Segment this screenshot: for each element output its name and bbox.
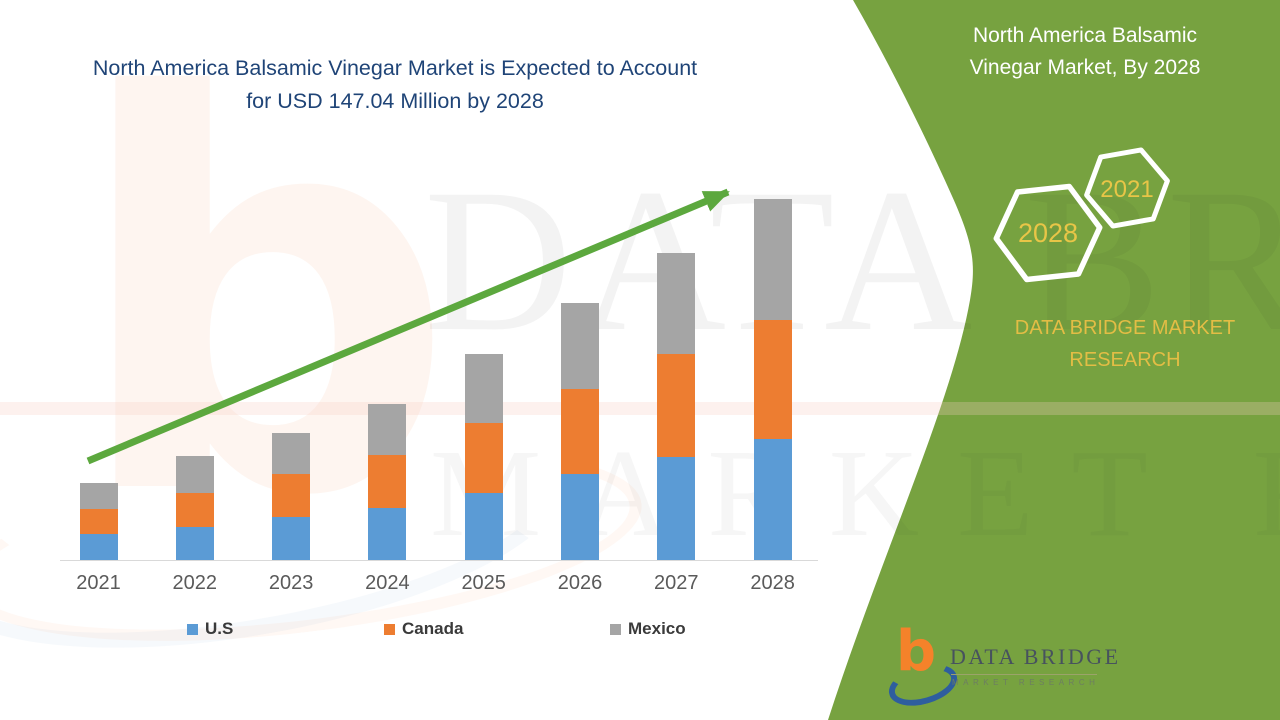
legend-swatch-mexico <box>610 623 621 635</box>
logo-divider <box>951 674 1097 675</box>
hexagon-badges: 2028 2021 <box>993 147 1170 283</box>
bar-segment-canada-2028 <box>753 319 792 439</box>
hexagon-2021-label: 2021 <box>1100 176 1153 203</box>
logo-tagline: MARKET RESEARCH <box>952 678 1100 687</box>
bar-segment-mexico-2026 <box>561 303 599 390</box>
legend-swatch-us <box>187 623 198 635</box>
dbmr-logo: b DATA BRIDGE MARKET RESEARCH <box>884 624 1148 713</box>
x-axis-label-2025: 2025 <box>461 572 506 594</box>
legend-item-mexico: Mexico <box>610 619 686 639</box>
logo-name: DATA BRIDGE <box>950 644 1121 669</box>
logo-b-icon: b <box>896 619 937 684</box>
bar-segment-mexico-2021 <box>79 482 118 509</box>
bar-segment-us-2024 <box>368 508 407 560</box>
panel-brand-text: DATA BRIDGE MARKET RESEARCH <box>950 312 1280 376</box>
main-title-line2: for USD 147.04 Million by 2028 <box>246 89 544 113</box>
x-axis-line <box>60 560 818 561</box>
bar-segment-canada-2027 <box>657 353 696 457</box>
panel-heading: North America Balsamic Vinegar Market, B… <box>930 20 1240 84</box>
hexagon-2021 <box>1084 147 1170 229</box>
bar-segment-canada-2022 <box>175 493 214 528</box>
bar-segment-mexico-2023 <box>272 433 311 475</box>
bar-segment-us-2022 <box>175 527 214 560</box>
panel-brand-line1: DATA BRIDGE MARKET <box>1014 317 1236 339</box>
bar-segment-us-2023 <box>272 517 311 560</box>
bar-segment-us-2026 <box>561 474 599 560</box>
bar-segment-canada-2021 <box>79 508 118 534</box>
legend-label-mexico: Mexico <box>628 619 686 638</box>
chart-area: 2021 2022 2023 2024 2025 2026 2027 2028 <box>60 170 818 600</box>
legend-label-us: U.S <box>205 619 234 638</box>
x-axis-label-2026: 2026 <box>557 572 603 594</box>
x-axis-label-2027: 2027 <box>654 572 699 594</box>
x-axis-label-2028: 2028 <box>750 572 795 594</box>
bar-segment-canada-2026 <box>561 389 599 474</box>
hexagon-2028 <box>993 183 1103 283</box>
bar-segment-mexico-2022 <box>175 456 214 494</box>
legend-swatch-canada <box>384 623 395 635</box>
x-axis-label-2022: 2022 <box>172 572 218 594</box>
x-axis-label-2024: 2024 <box>365 572 410 594</box>
bar-segment-mexico-2028 <box>753 199 792 320</box>
legend-label-canada: Canada <box>402 619 464 638</box>
bar-segment-us-2028 <box>753 439 792 560</box>
panel-brand-line2: RESEARCH <box>1069 349 1181 371</box>
bar-segment-mexico-2024 <box>368 403 407 455</box>
main-title: North America Balsamic Vinegar Market is… <box>30 52 760 118</box>
legend-item-canada: Canada <box>384 619 463 639</box>
bar-segment-mexico-2025 <box>464 354 503 423</box>
bar-segment-canada-2023 <box>272 474 311 518</box>
panel-heading-line2: Vinegar Market, By 2028 <box>969 56 1201 79</box>
bar-segment-us-2025 <box>464 493 503 560</box>
hexagon-2028-label: 2028 <box>1018 218 1078 248</box>
legend-item-us: U.S <box>187 619 233 639</box>
bar-segment-us-2027 <box>657 456 696 560</box>
legend: U.S Canada Mexico <box>0 619 820 649</box>
main-title-line1: North America Balsamic Vinegar Market is… <box>92 56 698 80</box>
panel-heading-line1: North America Balsamic <box>972 24 1198 47</box>
bar-segment-canada-2024 <box>368 454 407 508</box>
bar-segment-us-2021 <box>79 534 118 560</box>
bar-segment-canada-2025 <box>464 423 503 493</box>
bar-segment-mexico-2027 <box>657 252 696 354</box>
x-axis-label-2023: 2023 <box>268 572 314 594</box>
x-axis-label-2021: 2021 <box>76 572 121 594</box>
